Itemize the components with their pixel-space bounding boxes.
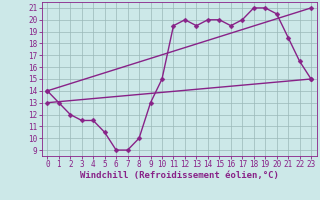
X-axis label: Windchill (Refroidissement éolien,°C): Windchill (Refroidissement éolien,°C) xyxy=(80,171,279,180)
